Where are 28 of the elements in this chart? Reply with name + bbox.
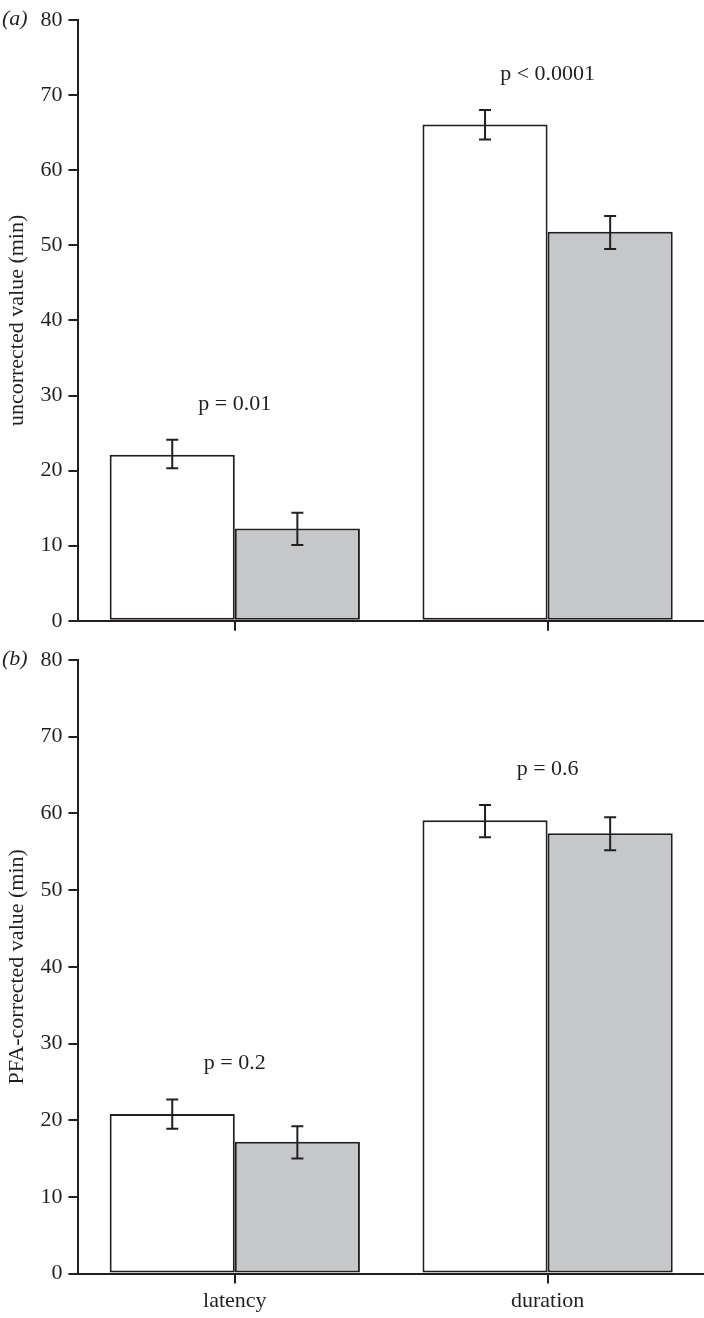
y-axis-title: uncorrected value (min) <box>2 214 28 427</box>
annotation: p = 0.2 <box>203 1049 266 1075</box>
annotation: p = 0.01 <box>198 389 272 415</box>
y-tick-label: 0 <box>51 1259 63 1285</box>
y-tick-label: 20 <box>40 1105 63 1131</box>
y-tick-label: 0 <box>51 606 63 632</box>
y-tick-label: 30 <box>40 1029 63 1055</box>
y-tick-label: 10 <box>40 1182 63 1208</box>
y-tick-label: 40 <box>40 306 63 332</box>
y-tick-label: 70 <box>40 722 63 748</box>
y-tick-label: 50 <box>40 875 63 901</box>
y-tick-label: 50 <box>40 231 63 257</box>
y-tick-label: 30 <box>40 381 63 407</box>
y-tick-label: 20 <box>40 456 63 482</box>
x-tick-label: latency <box>203 1286 267 1312</box>
y-tick-label: 80 <box>40 645 63 671</box>
y-tick-label: 60 <box>40 799 63 825</box>
y-tick-label: 60 <box>40 155 63 181</box>
y-tick-label: 80 <box>40 5 63 31</box>
chart-title: (b) <box>2 644 28 670</box>
x-tick-label: duration <box>510 1286 585 1312</box>
annotation: p = 0.6 <box>516 754 579 780</box>
y-tick-label: 70 <box>40 80 63 106</box>
y-tick-label: 40 <box>40 952 63 978</box>
y-tick-label: 10 <box>40 531 63 557</box>
annotation: p < 0.0001 <box>500 60 596 86</box>
y-axis-title: PFA-corrected value (min) <box>2 849 28 1085</box>
chart-title: (a) <box>2 4 28 30</box>
